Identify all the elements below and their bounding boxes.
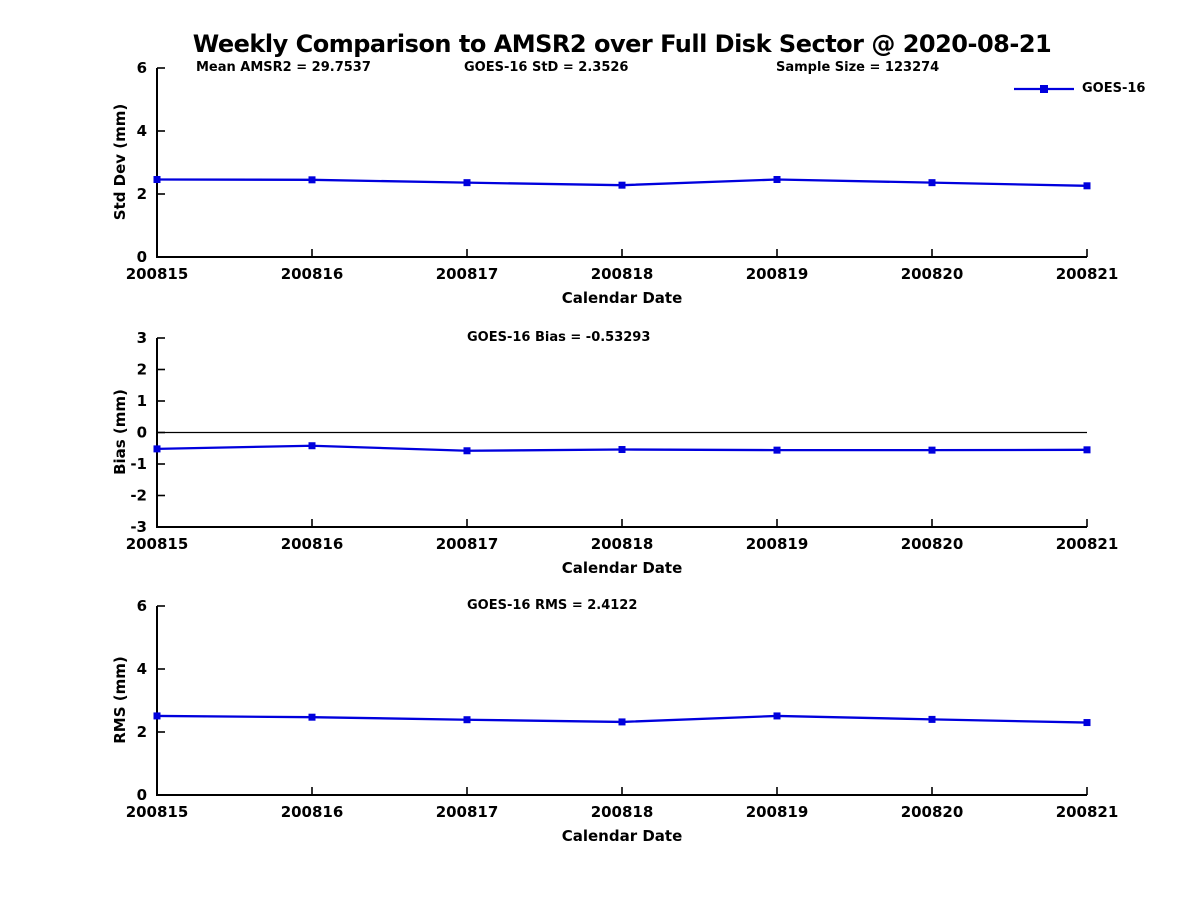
legend: GOES-16 — [1013, 81, 1145, 96]
x-tick-label: 200818 — [591, 803, 654, 821]
y-tick-label: -1 — [130, 455, 147, 473]
x-tick-label: 200818 — [591, 535, 654, 553]
data-point-marker — [153, 712, 161, 720]
y-tick-label: 2 — [137, 361, 147, 379]
y-tick-label: -2 — [130, 487, 147, 505]
data-point-marker — [773, 446, 781, 454]
axis-spines — [156, 68, 1087, 258]
x-tick-label: 200817 — [436, 535, 499, 553]
data-point-marker — [928, 179, 936, 187]
y-axis-label-bias: Bias (mm) — [111, 389, 129, 475]
y-tick-label: -3 — [130, 518, 147, 536]
data-point-marker — [463, 179, 471, 187]
data-point-marker — [153, 445, 161, 453]
y-tick-label: 0 — [137, 248, 147, 266]
data-point-marker — [1083, 446, 1091, 454]
data-point-marker — [1083, 719, 1091, 727]
y-tick-label: 1 — [137, 392, 147, 410]
data-point-marker — [773, 712, 781, 720]
data-point-marker — [618, 718, 626, 726]
data-point-marker — [308, 713, 316, 721]
y-tick-label: 0 — [137, 786, 147, 804]
annotation-goes16-bias: GOES-16 Bias = -0.53293 — [467, 330, 651, 345]
annotation-goes16-std: GOES-16 StD = 2.3526 — [464, 60, 629, 75]
x-axis-label-3: Calendar Date — [561, 827, 683, 845]
x-tick-label: 200821 — [1056, 803, 1119, 821]
x-tick-label: 200820 — [901, 535, 964, 553]
annotation-mean-amsr2: Mean AMSR2 = 29.7537 — [196, 60, 371, 75]
x-tick-label: 200815 — [126, 535, 189, 553]
x-tick-label: 200818 — [591, 265, 654, 283]
data-point-marker — [308, 442, 316, 450]
subplot-bias: -3 -2 -1 0 1 2 3 200815 200816 200817 200818 200819… — [126, 329, 1119, 553]
y-axis-label-stddev: Std Dev (mm) — [111, 103, 129, 221]
x-tick-label: 200819 — [746, 265, 809, 283]
data-point-marker — [618, 181, 626, 189]
legend-label: GOES-16 — [1082, 81, 1146, 96]
y-tick-label: 3 — [137, 329, 147, 347]
subplot-std-dev: 0 2 4 6 200815 200816 200817 200818 200819 200820… — [126, 59, 1119, 283]
y-tick-label: 2 — [137, 185, 147, 203]
axis-spines — [156, 606, 1087, 796]
chart-title: Weekly Comparison to AMSR2 over Full Dis… — [192, 30, 1052, 58]
x-axis-label-2: Calendar Date — [561, 559, 683, 577]
y-tick-label: 0 — [137, 424, 147, 442]
legend-square-marker-icon — [1040, 84, 1048, 93]
x-tick-label: 200816 — [281, 803, 344, 821]
y-tick-label: 2 — [137, 723, 147, 741]
annotation-sample-size: Sample Size = 123274 — [776, 60, 940, 75]
data-point-marker — [463, 447, 471, 455]
x-tick-label: 200815 — [126, 803, 189, 821]
x-tick-label: 200820 — [901, 265, 964, 283]
x-tick-label: 200817 — [436, 265, 499, 283]
x-tick-label: 200815 — [126, 265, 189, 283]
y-tick-label: 6 — [137, 59, 147, 77]
x-tick-label: 200817 — [436, 803, 499, 821]
legend-line-sample — [1014, 84, 1074, 93]
x-tick-label: 200819 — [746, 535, 809, 553]
y-tick-label: 4 — [137, 122, 147, 140]
data-point-marker — [1083, 182, 1091, 190]
x-tick-label: 200819 — [746, 803, 809, 821]
x-axis-label-1: Calendar Date — [561, 289, 683, 307]
data-point-marker — [463, 716, 471, 724]
subplot-rms: 0 2 4 6 200815 200816 200817 200818 200819 200820… — [126, 597, 1119, 821]
data-point-marker — [308, 176, 316, 184]
y-axis-label-rms: RMS (mm) — [111, 656, 129, 744]
y-tick-label: 4 — [137, 660, 147, 678]
annotation-goes16-rms: GOES-16 RMS = 2.4122 — [467, 598, 638, 613]
data-point-marker — [928, 446, 936, 454]
y-tick-label: 6 — [137, 597, 147, 615]
data-point-marker — [773, 176, 781, 184]
data-point-marker — [618, 446, 626, 454]
x-tick-label: 200821 — [1056, 535, 1119, 553]
x-tick-label: 200820 — [901, 803, 964, 821]
x-tick-label: 200816 — [281, 265, 344, 283]
data-point-marker — [153, 176, 161, 184]
x-tick-label: 200821 — [1056, 265, 1119, 283]
x-tick-label: 200816 — [281, 535, 344, 553]
data-point-marker — [928, 715, 936, 723]
